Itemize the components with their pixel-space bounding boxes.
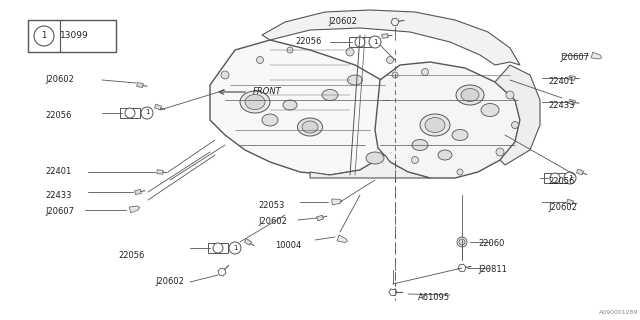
Circle shape bbox=[213, 243, 223, 253]
Polygon shape bbox=[495, 65, 540, 165]
Text: 1: 1 bbox=[568, 174, 572, 180]
Circle shape bbox=[422, 68, 429, 76]
Ellipse shape bbox=[438, 150, 452, 160]
Text: J20607: J20607 bbox=[45, 207, 74, 217]
Polygon shape bbox=[375, 62, 520, 178]
Polygon shape bbox=[262, 10, 520, 65]
Polygon shape bbox=[154, 104, 161, 110]
Ellipse shape bbox=[348, 75, 362, 85]
Circle shape bbox=[346, 48, 354, 56]
Ellipse shape bbox=[366, 152, 384, 164]
Circle shape bbox=[457, 237, 467, 247]
Bar bbox=[208, 243, 228, 253]
Ellipse shape bbox=[240, 91, 270, 113]
Polygon shape bbox=[569, 76, 575, 80]
Text: 22053: 22053 bbox=[258, 201, 284, 210]
Circle shape bbox=[457, 169, 463, 175]
Bar bbox=[120, 108, 140, 118]
Text: J20602: J20602 bbox=[45, 76, 74, 84]
Polygon shape bbox=[569, 100, 575, 105]
Polygon shape bbox=[332, 199, 342, 205]
Text: J20602: J20602 bbox=[155, 277, 184, 286]
Bar bbox=[349, 37, 371, 47]
Ellipse shape bbox=[302, 121, 318, 133]
Circle shape bbox=[511, 122, 518, 129]
Polygon shape bbox=[137, 83, 143, 87]
Circle shape bbox=[229, 242, 241, 254]
Ellipse shape bbox=[481, 103, 499, 116]
Ellipse shape bbox=[420, 114, 450, 136]
Text: 22056: 22056 bbox=[548, 178, 574, 187]
Ellipse shape bbox=[245, 94, 265, 109]
Text: 22056: 22056 bbox=[295, 37, 321, 46]
Polygon shape bbox=[244, 239, 252, 245]
Text: 1: 1 bbox=[372, 38, 377, 44]
Circle shape bbox=[141, 107, 153, 119]
Circle shape bbox=[369, 36, 381, 48]
Text: 22401: 22401 bbox=[548, 77, 574, 86]
Polygon shape bbox=[157, 170, 163, 174]
Ellipse shape bbox=[425, 117, 445, 132]
Polygon shape bbox=[382, 34, 388, 38]
Polygon shape bbox=[129, 206, 140, 213]
Text: 1: 1 bbox=[42, 31, 47, 40]
Text: 22056: 22056 bbox=[118, 251, 145, 260]
Bar bbox=[544, 173, 566, 183]
Circle shape bbox=[221, 71, 229, 79]
Circle shape bbox=[550, 173, 560, 183]
Polygon shape bbox=[566, 199, 573, 205]
Text: 1: 1 bbox=[145, 109, 149, 116]
Text: 22056: 22056 bbox=[45, 110, 72, 119]
Circle shape bbox=[459, 239, 465, 245]
Bar bbox=[28, 20, 116, 52]
Text: 13099: 13099 bbox=[60, 31, 88, 41]
Ellipse shape bbox=[412, 140, 428, 150]
Ellipse shape bbox=[262, 114, 278, 126]
Text: 22433: 22433 bbox=[548, 100, 575, 109]
Text: J20607: J20607 bbox=[560, 53, 589, 62]
Text: J20602: J20602 bbox=[258, 218, 287, 227]
Ellipse shape bbox=[456, 85, 484, 105]
Text: J20602: J20602 bbox=[328, 18, 357, 27]
Text: 22401: 22401 bbox=[45, 167, 71, 177]
Ellipse shape bbox=[298, 118, 323, 136]
Text: 22060: 22060 bbox=[478, 239, 504, 249]
Polygon shape bbox=[134, 189, 141, 195]
Ellipse shape bbox=[322, 90, 338, 100]
Polygon shape bbox=[577, 169, 584, 175]
Text: A090001289: A090001289 bbox=[598, 310, 638, 315]
Circle shape bbox=[506, 91, 514, 99]
Text: FRONT: FRONT bbox=[253, 87, 282, 97]
Circle shape bbox=[412, 156, 419, 164]
Ellipse shape bbox=[283, 100, 297, 110]
Circle shape bbox=[257, 57, 264, 63]
Polygon shape bbox=[337, 235, 348, 243]
Polygon shape bbox=[317, 215, 323, 221]
Circle shape bbox=[392, 72, 398, 78]
Text: J20811: J20811 bbox=[478, 266, 507, 275]
Polygon shape bbox=[210, 40, 415, 175]
Ellipse shape bbox=[461, 89, 479, 101]
Text: A61095: A61095 bbox=[418, 293, 450, 302]
Text: 22433: 22433 bbox=[45, 190, 72, 199]
Ellipse shape bbox=[452, 130, 468, 140]
Circle shape bbox=[496, 148, 504, 156]
Circle shape bbox=[387, 57, 394, 63]
Text: 10004: 10004 bbox=[275, 241, 301, 250]
Circle shape bbox=[564, 172, 576, 184]
Circle shape bbox=[355, 37, 365, 47]
Polygon shape bbox=[591, 52, 602, 59]
Circle shape bbox=[34, 26, 54, 46]
Text: 1: 1 bbox=[233, 244, 237, 251]
Polygon shape bbox=[310, 155, 430, 178]
Text: J20602: J20602 bbox=[548, 204, 577, 212]
Circle shape bbox=[125, 108, 135, 118]
Circle shape bbox=[287, 47, 293, 53]
